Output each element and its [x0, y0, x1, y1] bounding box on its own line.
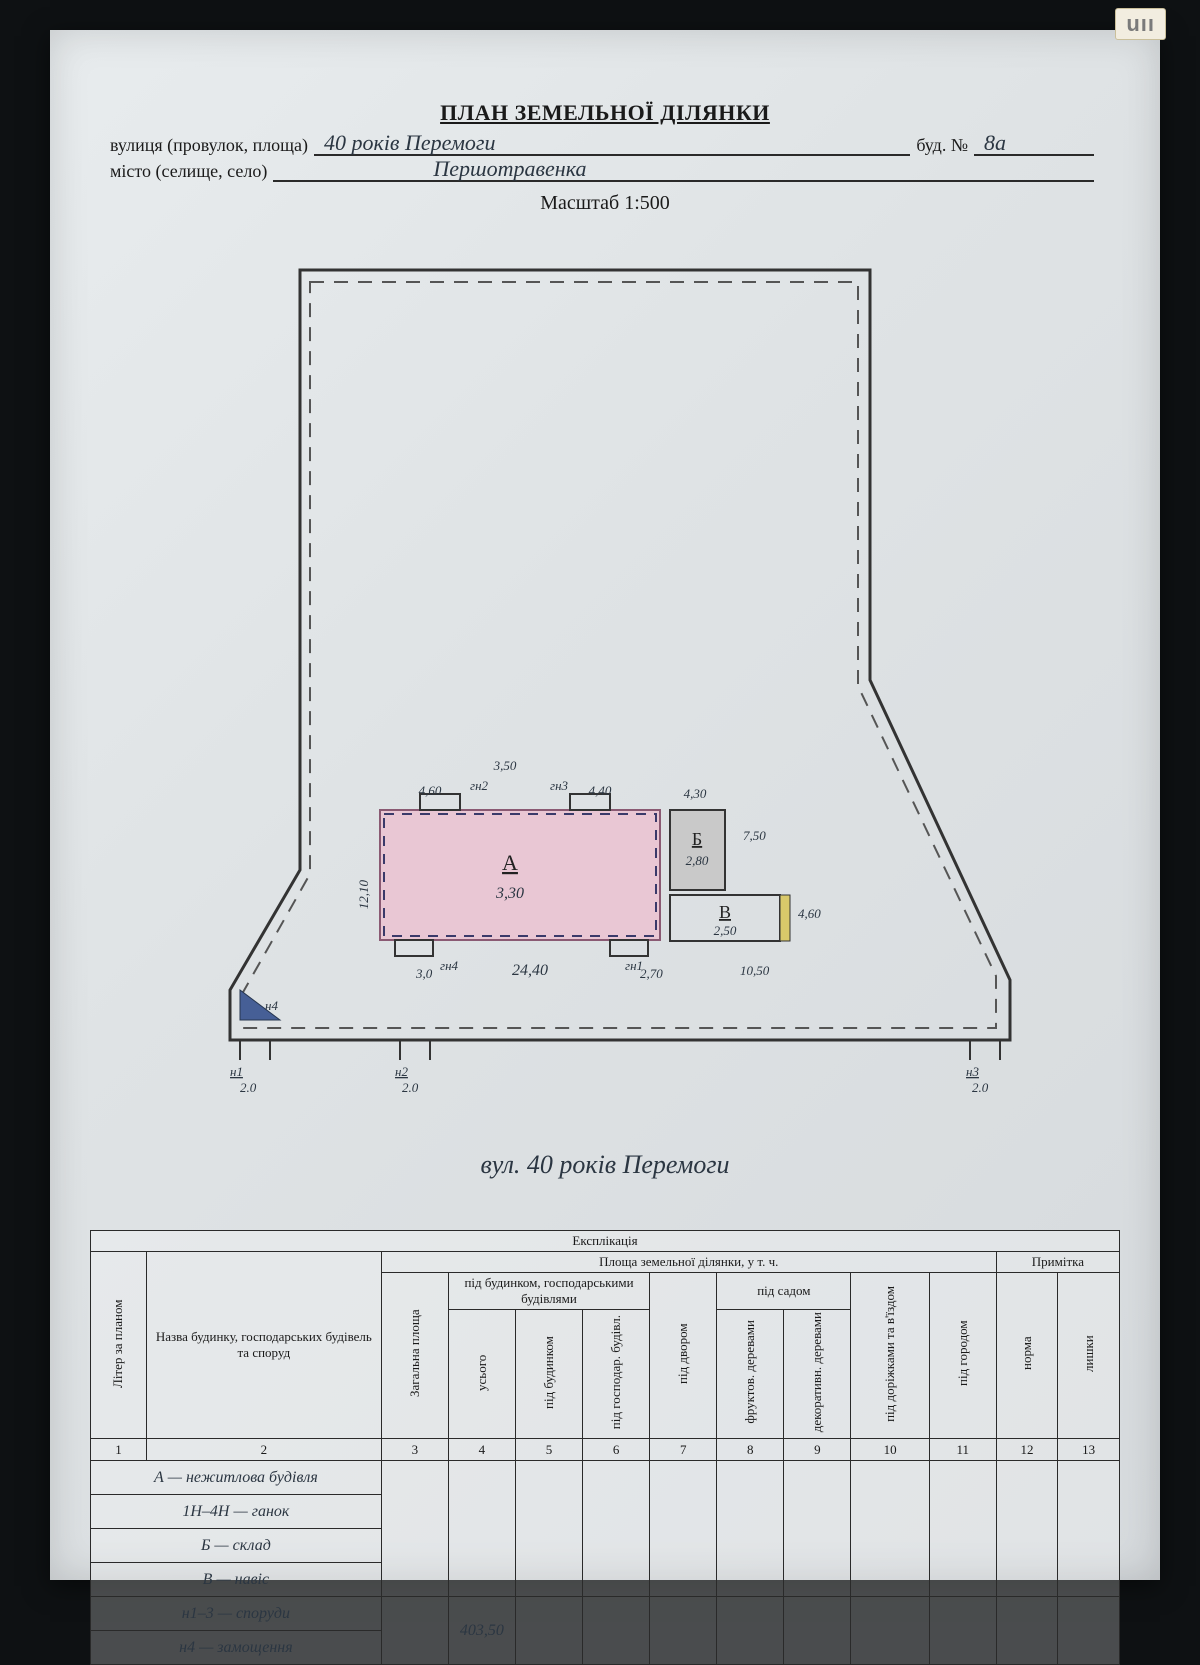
svg-text:н3: н3 — [966, 1064, 979, 1079]
gate-n3: н3 2.0 — [966, 1040, 1000, 1095]
num-2: 2 — [146, 1439, 381, 1461]
col-9: декоративн. деревами — [810, 1312, 824, 1432]
col-4: усього — [475, 1325, 489, 1420]
num-1: 1 — [91, 1439, 147, 1461]
table-row: н1–3 — споруди 403,50 — [91, 1597, 1120, 1631]
field-street: 40 років Перемоги — [314, 132, 910, 156]
num-7: 7 — [650, 1439, 717, 1461]
corner-tab: uıı — [1115, 8, 1166, 40]
total-area: 403,50 — [448, 1597, 515, 1665]
dim-bottom-right: 10,50 — [740, 963, 770, 978]
col-7: під двором — [676, 1306, 690, 1401]
col-sub-bld: під будинком, господарськими будівлями — [448, 1273, 649, 1310]
building-b-letter: Б — [692, 829, 702, 849]
building-v-c: 2,50 — [714, 923, 737, 938]
svg-text:н2: н2 — [395, 1064, 408, 1079]
field-city: Першотравенка — [273, 158, 1094, 182]
num-5: 5 — [515, 1439, 582, 1461]
building-b-c: 2,80 — [686, 853, 709, 868]
num-12: 12 — [996, 1439, 1058, 1461]
dim-lefttop: 4,60 — [419, 783, 442, 798]
col-10: під доріжками та в'їздом — [883, 1286, 897, 1422]
svg-text:2.0: 2.0 — [240, 1080, 257, 1095]
legend-row-4: н1–3 — споруди — [91, 1597, 382, 1631]
col-8: фруктов. деревами — [743, 1320, 757, 1424]
num-11: 11 — [929, 1439, 996, 1461]
legend-row-2: Б — склад — [91, 1529, 382, 1563]
mark-n4: н4 — [265, 998, 278, 1013]
dim-righttop: 4,40 — [589, 783, 612, 798]
legend-row-1: 1Н–4Н — ганок — [91, 1495, 382, 1529]
scale-label: Масштаб 1:500 — [110, 192, 1100, 215]
table-caption: Експлікація — [91, 1231, 1120, 1252]
svg-text:2.0: 2.0 — [972, 1080, 989, 1095]
header-block: ПЛАН ЗЕМЕЛЬНОЇ ДІЛЯНКИ вулиця (провулок,… — [110, 100, 1100, 215]
mark-g2: гн2 — [470, 778, 489, 793]
col-6: під господар. будівл. — [609, 1315, 623, 1429]
dim-bottom-main: 24,40 — [512, 962, 548, 979]
gate-n2: н2 2.0 — [395, 1040, 430, 1095]
col-prim: Примітка — [996, 1252, 1119, 1273]
dim-bvside: 4,60 — [798, 906, 821, 921]
label-city: місто (селище, село) — [110, 161, 267, 182]
dim-lefth: 12,10 — [356, 880, 371, 910]
svg-text:н1: н1 — [230, 1064, 243, 1079]
col-5: під будинком — [542, 1325, 556, 1420]
col-1: Літер за планом — [111, 1296, 125, 1391]
legend-row-5: н4 — замощення — [91, 1631, 382, 1665]
col-11: під городом — [956, 1306, 970, 1401]
val-street: 40 років Перемоги — [324, 130, 495, 156]
mark-g4: гн4 — [440, 958, 459, 973]
col-12: норма — [1020, 1306, 1034, 1401]
doc-title: ПЛАН ЗЕМЕЛЬНОЇ ДІЛЯНКИ — [110, 100, 1100, 126]
dim-g2: 2,70 — [640, 966, 663, 981]
legend-row-3: В — навіс — [91, 1563, 382, 1597]
legend-row-0: А — нежитлова будівля — [91, 1461, 382, 1495]
table-row: А — нежитлова будівля — [91, 1461, 1120, 1495]
svg-text:2.0: 2.0 — [402, 1080, 419, 1095]
num-10: 10 — [851, 1439, 929, 1461]
building-b — [670, 810, 725, 890]
mark-g3: гн3 — [550, 778, 569, 793]
label-bud: буд. № — [916, 135, 968, 156]
label-street: вулиця (провулок, площа) — [110, 135, 308, 156]
gate-n1: н1 2.0 — [230, 1040, 270, 1095]
num-13: 13 — [1058, 1439, 1120, 1461]
val-bud: 8а — [984, 130, 1006, 156]
building-v-letter: В — [719, 902, 731, 922]
form-row-city: місто (селище, село) Першотравенка — [110, 158, 1100, 182]
plan-drawing: А 3,30 Б 2,80 В 2,50 3,50 4,60 4,40 4,30… — [170, 250, 1050, 1110]
col-13: лишки — [1082, 1306, 1096, 1401]
building-a — [380, 810, 660, 940]
col-2: Назва будинку, господарських будівель та… — [146, 1252, 381, 1439]
num-3: 3 — [381, 1439, 448, 1461]
building-a-letter: А — [502, 850, 518, 875]
dim-bseg: 7,50 — [743, 828, 766, 843]
field-bud: 8а — [974, 132, 1094, 156]
num-6: 6 — [583, 1439, 650, 1461]
table-row: Літер за планом Назва будинку, господарс… — [91, 1252, 1120, 1273]
col-grp: Площа земельної ділянки, у т. ч. — [381, 1252, 996, 1273]
num-9: 9 — [784, 1439, 851, 1461]
col-sub-sad: під садом — [717, 1273, 851, 1310]
table-row: Експлікація — [91, 1231, 1120, 1252]
dim-top: 3,50 — [493, 758, 517, 773]
street-caption: вул. 40 років Перемоги — [50, 1150, 1160, 1180]
table-numrow: 1 2 3 4 5 6 7 8 9 10 11 12 13 — [91, 1439, 1120, 1461]
form-row-street: вулиця (провулок, площа) 40 років Перемо… — [110, 132, 1100, 156]
num-8: 8 — [717, 1439, 784, 1461]
col-3: Загальна площа — [408, 1306, 422, 1401]
building-a-h: 3,30 — [495, 885, 524, 902]
num-4: 4 — [448, 1439, 515, 1461]
document-sheet: uıı ПЛАН ЗЕМЕЛЬНОЇ ДІЛЯНКИ вулиця (прову… — [50, 30, 1160, 1580]
dim-gw: 3,0 — [415, 966, 433, 981]
val-city: Першотравенка — [433, 156, 586, 182]
mark-g1: гн1 — [625, 958, 643, 973]
dim-farright: 4,30 — [684, 786, 707, 801]
